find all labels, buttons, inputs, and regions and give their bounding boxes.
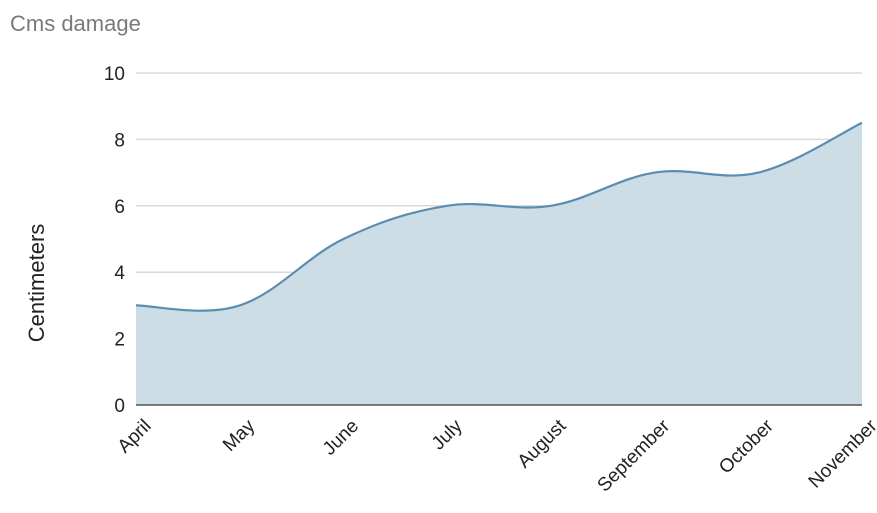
- area-fill: [136, 122, 862, 406]
- data-point-september: [652, 170, 658, 176]
- x-tick-label-november: November: [805, 415, 877, 492]
- x-tick-label-may: May: [219, 415, 260, 456]
- y-tick-label: 4: [114, 263, 125, 284]
- data-point-october: [755, 170, 761, 176]
- data-point-may: [237, 302, 243, 308]
- data-point-july: [444, 203, 450, 209]
- x-tick-label-september: September: [594, 415, 675, 496]
- x-tick-label-october: October: [715, 415, 778, 478]
- series-line: [135, 121, 863, 312]
- y-tick-label: 6: [114, 197, 125, 218]
- data-point-august: [548, 203, 554, 209]
- y-tick-label: 10: [104, 64, 125, 85]
- x-tick-label-april: April: [114, 416, 156, 458]
- x-tick-label-july: July: [428, 415, 467, 454]
- data-point-june: [340, 236, 346, 242]
- y-tick-label: 0: [114, 396, 125, 417]
- chart-title: Cms damage: [10, 11, 141, 36]
- y-tick-label: 8: [114, 130, 125, 151]
- x-tick-label-august: August: [514, 415, 571, 472]
- data-point-april: [133, 302, 139, 308]
- x-axis-ticks: April May June July August September October No…: [114, 415, 877, 496]
- y-axis-ticks: 0 2 4 6 8 10: [104, 64, 126, 417]
- y-axis-label: Centimeters: [24, 224, 49, 343]
- data-point-november: [859, 120, 865, 126]
- x-tick-label-june: June: [319, 416, 363, 460]
- y-tick-label: 2: [114, 330, 125, 351]
